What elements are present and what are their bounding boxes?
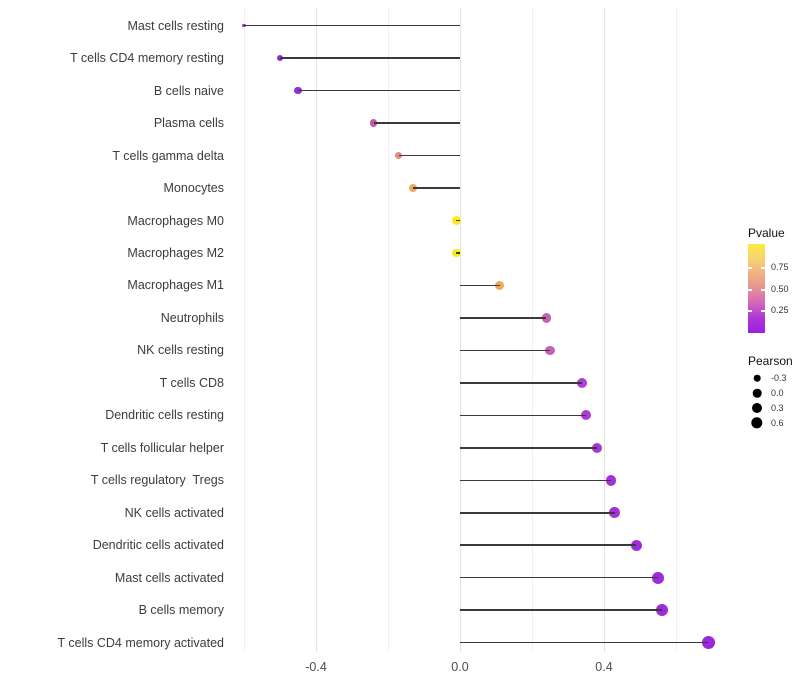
pvalue-colorbar-label: 0.75 (771, 262, 789, 272)
y-axis-label: Macrophages M1 (127, 278, 224, 293)
colorbar-tick (748, 289, 752, 291)
colorbar-tick (761, 267, 765, 269)
lollipop-stem (460, 576, 658, 579)
lollipop-stem (456, 252, 460, 254)
lollipop-stem (460, 317, 547, 319)
gridline-x-0.6 (676, 8, 677, 652)
lollipop-dot (630, 539, 642, 551)
gridline-x--0.2 (388, 8, 389, 652)
lollipop-stem (460, 641, 709, 644)
x-tick-label: -0.4 (305, 660, 327, 674)
lollipop-stem (460, 382, 583, 384)
lollipop-dot (369, 119, 378, 127)
y-axis-label: Dendritic cells activated (92, 538, 224, 553)
colorbar-tick (748, 310, 752, 312)
pearson-legend-label: 0.0 (771, 388, 784, 399)
y-axis-label: B cells naive (153, 83, 224, 98)
lollipop-stem (460, 512, 615, 514)
lollipop-stem (413, 187, 460, 189)
y-axis-label: T cells regulatory Tregs (90, 473, 224, 488)
y-axis-label: NK cells resting (137, 343, 224, 358)
lollipop-dot (276, 54, 284, 62)
lollipop-dot (655, 604, 668, 617)
pvalue-legend-title: Pvalue (748, 226, 785, 240)
colorbar-tick (761, 289, 765, 291)
colorbar-tick (761, 310, 765, 312)
y-axis-label: Macrophages M0 (127, 213, 224, 228)
lollipop-stem (460, 284, 500, 287)
pearson-legend-label: 0.3 (771, 402, 784, 413)
x-tick-label: 0.0 (451, 660, 469, 674)
lollipop-dot (577, 377, 588, 388)
pvalue-colorbar (748, 244, 765, 333)
lollipop-stem (280, 57, 460, 59)
pearson-legend-dot (753, 375, 761, 382)
lollipop-stem (244, 24, 460, 27)
y-axis-label: T cells follicular helper (100, 440, 224, 455)
lollipop-stem (460, 447, 597, 449)
gridline-x--0.4 (316, 8, 317, 652)
gridline-x-0 (460, 8, 461, 652)
y-axis-label: Dendritic cells resting (105, 408, 224, 423)
y-axis-label: Macrophages M2 (127, 245, 224, 260)
lollipop-dot (451, 215, 462, 226)
pearson-legend-label: 0.6 (771, 417, 784, 428)
lollipop-stem (460, 349, 550, 352)
gridline-x-0.4 (604, 8, 605, 652)
y-axis-label: Mast cells activated (114, 570, 224, 585)
lollipop-stem (298, 89, 460, 92)
pvalue-colorbar-label: 0.25 (771, 305, 789, 315)
pearson-legend-label: -0.3 (771, 373, 787, 384)
pearson-legend-dot (751, 416, 763, 429)
y-axis-label: NK cells activated (124, 505, 224, 520)
y-axis-label: Monocytes (163, 181, 224, 196)
lollipop-stem (398, 154, 460, 157)
colorbar-tick (748, 267, 752, 269)
lollipop-stem (460, 414, 586, 417)
y-axis-label: Plasma cells (153, 116, 224, 131)
y-axis-label: Neutrophils (160, 310, 224, 325)
lollipop-dot (495, 280, 505, 291)
y-axis-label: T cells CD4 memory resting (70, 51, 224, 66)
gridline-x-0.2 (532, 8, 533, 652)
gridline-x--0.6 (244, 8, 245, 652)
plot-panel (230, 8, 725, 652)
lollipop-stem (456, 219, 460, 222)
pearson-legend-dot (752, 388, 762, 398)
lollipop-dot (395, 151, 403, 160)
lollipop-dot (605, 474, 617, 486)
lollipop-dot (294, 86, 302, 95)
lollipop-dot (701, 636, 715, 650)
lollipop-stem (373, 122, 460, 124)
lollipop-stem (460, 479, 612, 482)
lollipop-dot (242, 24, 246, 28)
lollipop-stem (460, 609, 662, 611)
pvalue-colorbar-label: 0.50 (771, 284, 789, 294)
y-axis-label: Mast cells resting (127, 18, 224, 33)
lollipop-stem (460, 544, 637, 546)
x-tick-label: 0.4 (595, 660, 613, 674)
y-axis-label: B cells memory (138, 603, 224, 618)
pearson-legend-title: Pearson (748, 354, 793, 368)
y-axis-label: T cells gamma delta (112, 148, 224, 163)
pearson-legend-dot (752, 402, 762, 413)
y-axis-label: T cells CD4 memory activated (57, 635, 225, 650)
y-axis-label: T cells CD8 (159, 375, 224, 390)
